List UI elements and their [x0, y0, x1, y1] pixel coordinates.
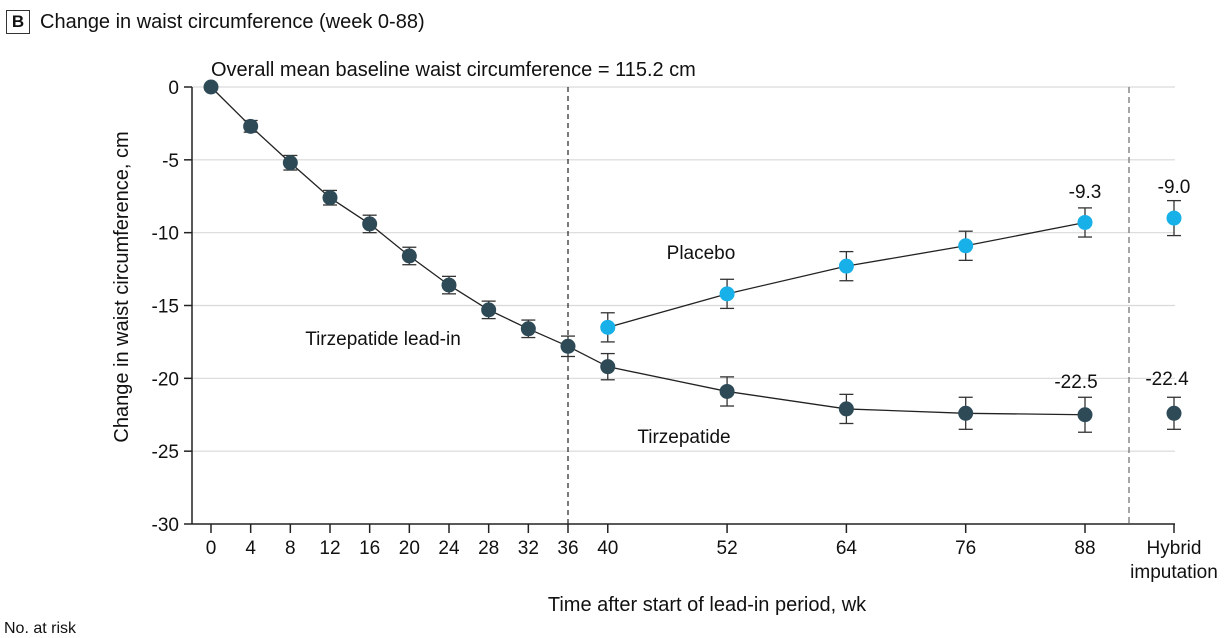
data-point — [719, 383, 735, 399]
series-line — [567, 345, 1086, 416]
y-axis-label: Change in waist circumference, cm — [111, 131, 133, 442]
error-bars — [243, 119, 1181, 433]
y-tick-label: -25 — [152, 442, 179, 463]
data-point — [1166, 210, 1182, 226]
value-label-tirzepatide-88: -22.5 — [1054, 372, 1097, 393]
x-tick-label: 12 — [319, 538, 340, 559]
x-tick-label: 20 — [399, 538, 420, 559]
data-point — [481, 302, 497, 318]
x-tick-label: 4 — [245, 538, 256, 559]
data-point — [958, 405, 974, 421]
data-point — [520, 321, 536, 337]
value-label-placebo-88: -9.3 — [1069, 182, 1102, 203]
data-point — [441, 277, 457, 293]
data-point — [1077, 407, 1093, 423]
value-label-placebo-hybrid: -9.0 — [1158, 177, 1191, 198]
x-tick-label: imputation — [1130, 562, 1218, 583]
series-line — [210, 86, 569, 347]
y-tick-label: 0 — [168, 78, 179, 99]
series-lines — [210, 86, 1086, 416]
panel-letter: B — [6, 10, 30, 34]
x-tick-label: 88 — [1074, 538, 1095, 559]
y-tick-label: -15 — [152, 297, 179, 318]
x-tick-label: 32 — [518, 538, 539, 559]
data-point — [600, 319, 616, 335]
data-point — [203, 79, 219, 95]
data-point — [600, 359, 616, 375]
x-tick-label: 76 — [955, 538, 976, 559]
y-tick-label: -30 — [152, 515, 179, 536]
x-tick-label: 16 — [359, 538, 380, 559]
data-point — [322, 190, 338, 206]
data-points — [203, 79, 1182, 423]
x-tick-label: 52 — [717, 538, 738, 559]
x-tick-label: 24 — [438, 538, 460, 559]
baseline-annotation: Overall mean baseline waist circumferenc… — [211, 59, 696, 81]
data-point — [1166, 405, 1182, 421]
x-tick-label: Hybrid — [1147, 538, 1202, 559]
y-tick-label: -20 — [152, 369, 179, 390]
data-point — [401, 248, 417, 264]
x-tick-label: 0 — [206, 538, 217, 559]
data-point — [958, 238, 974, 254]
series-label-lead-in: Tirzepatide lead-in — [305, 329, 461, 350]
footnote: No. at risk — [4, 620, 77, 637]
grid-layer — [192, 86, 1175, 452]
data-point — [282, 155, 298, 171]
data-point — [243, 118, 259, 134]
data-point — [560, 338, 576, 354]
x-axis-label: Time after start of lead-in period, wk — [548, 594, 867, 616]
text-layer: Overall mean baseline waist circumferenc… — [111, 59, 1190, 616]
x-tick-label: 64 — [836, 538, 858, 559]
chart-title: Change in waist circumference (week 0-88… — [40, 10, 425, 33]
y-tick-label: -10 — [152, 224, 179, 245]
data-point — [1077, 214, 1093, 230]
x-tick-label: 28 — [478, 538, 499, 559]
series-label-placebo: Placebo — [667, 243, 736, 264]
data-point — [838, 258, 854, 274]
x-tick-label: 36 — [557, 538, 578, 559]
series-label-tirzepatide: Tirzepatide — [637, 427, 730, 448]
data-point — [719, 286, 735, 302]
data-point — [838, 401, 854, 417]
x-tick-label: 8 — [285, 538, 296, 559]
data-point — [362, 216, 378, 232]
y-tick-label: -5 — [162, 151, 179, 172]
panel-header: B Change in waist circumference (week 0-… — [6, 8, 425, 36]
axis-layer: 0 -5 -10 -15 -20 -25 -30 0 4 8 12 16 20 24 28 32 36 40 52 6… — [152, 78, 1218, 583]
value-label-tirzepatide-hybrid: -22.4 — [1145, 369, 1189, 390]
x-tick-label: 40 — [597, 538, 618, 559]
